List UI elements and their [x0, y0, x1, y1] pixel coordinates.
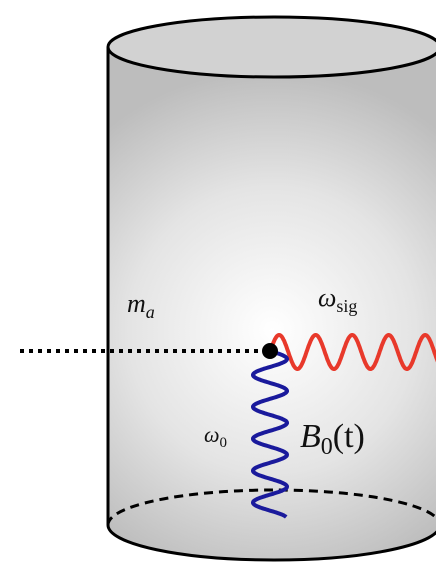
label-b0: B0(t) — [300, 418, 365, 460]
label-sub: sig — [336, 296, 357, 316]
label-tail: (t) — [333, 418, 365, 455]
label-main: B — [300, 418, 321, 455]
vertex — [262, 343, 278, 359]
diagram: ma ωsig ω0 B0(t) — [0, 0, 436, 567]
label-main: ω — [318, 283, 336, 312]
label-sub: 0 — [220, 435, 228, 451]
cylinder-body — [108, 47, 436, 560]
label-main: ω — [204, 422, 220, 447]
label-sub: a — [146, 302, 155, 322]
label-main: m — [127, 289, 146, 318]
label-sub: 0 — [321, 434, 333, 460]
cylinder-top — [108, 17, 436, 77]
